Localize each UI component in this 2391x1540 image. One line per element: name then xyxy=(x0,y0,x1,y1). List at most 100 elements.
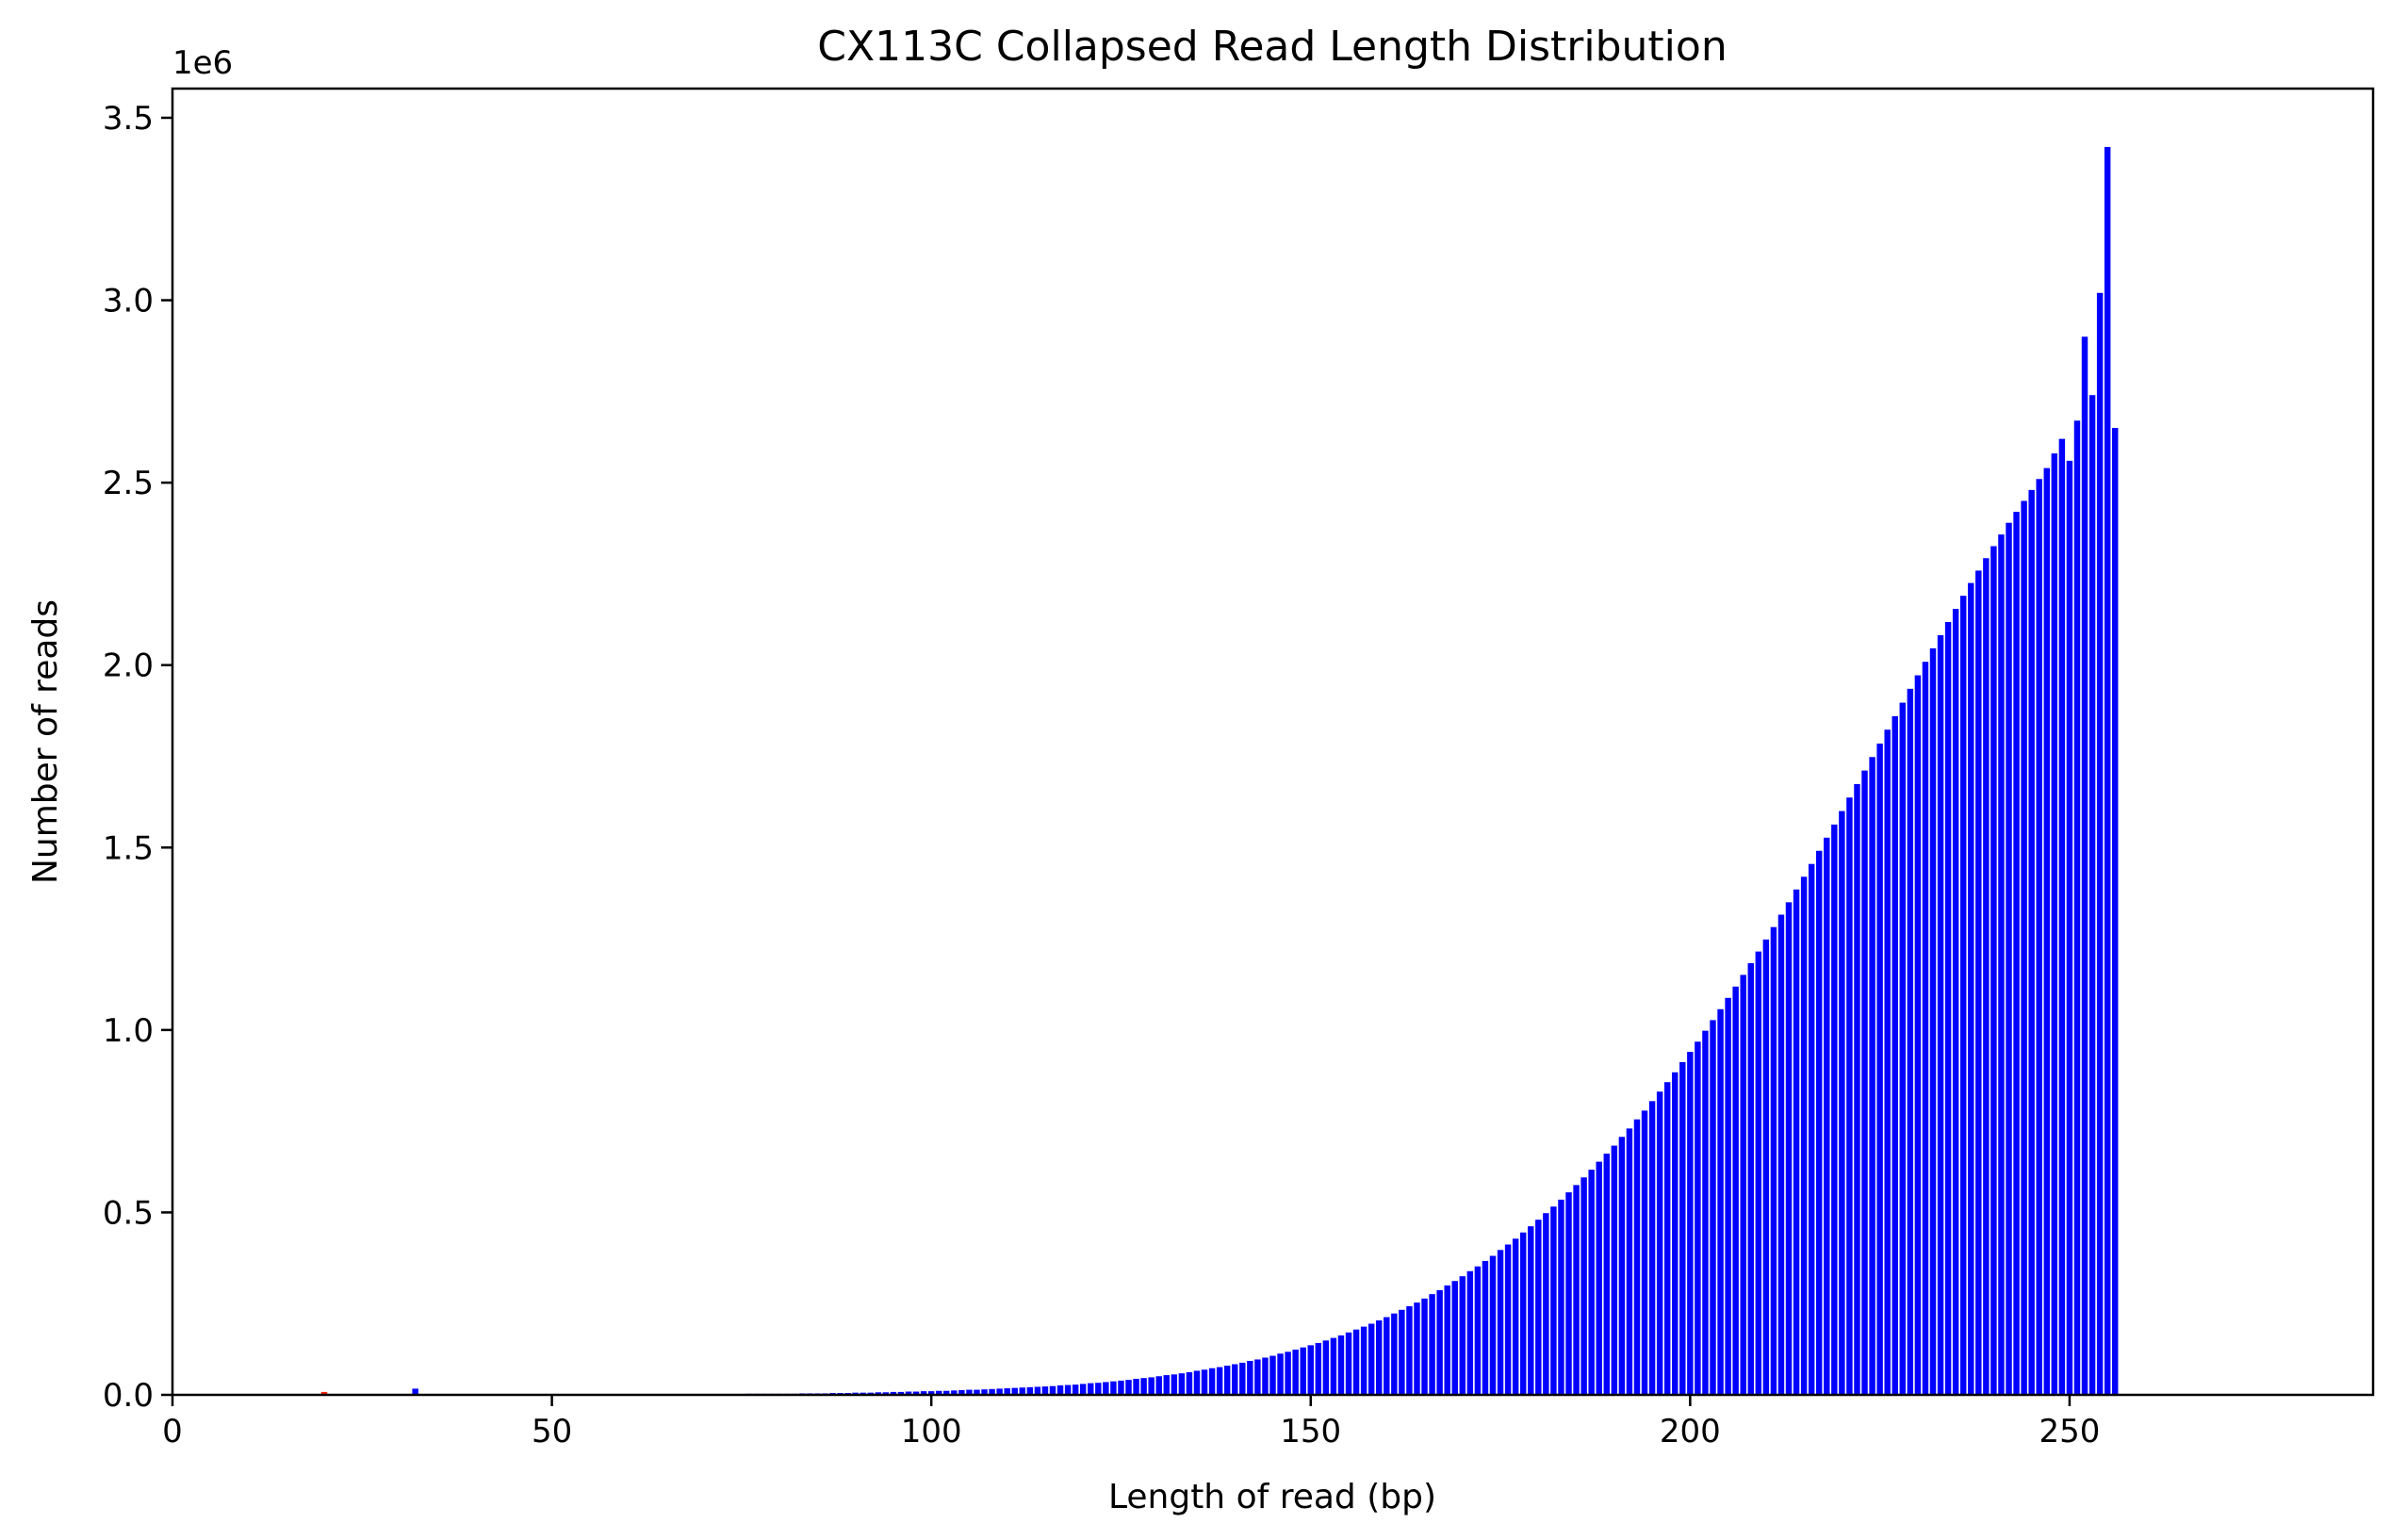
plot-frame xyxy=(171,87,2375,1397)
bar-217 xyxy=(1816,850,1823,1395)
bar-157 xyxy=(1360,1326,1367,1395)
bar-220 xyxy=(1839,811,1845,1395)
bar-210 xyxy=(1762,939,1770,1395)
bar-114 xyxy=(1034,1386,1041,1395)
bar-216 xyxy=(1808,863,1815,1395)
y-tick-label: 1.5 xyxy=(103,829,154,867)
bar-150 xyxy=(1307,1345,1314,1395)
bar-165 xyxy=(1421,1298,1428,1395)
bar-130 xyxy=(1155,1376,1162,1395)
bar-191 xyxy=(1618,1137,1626,1395)
bar-112 xyxy=(1019,1387,1026,1395)
x-tick-label: 200 xyxy=(1660,1413,1721,1450)
x-tick-label: 100 xyxy=(901,1413,962,1450)
bar-137 xyxy=(1208,1368,1216,1395)
x-axis: 0 50 100 150 200 250 xyxy=(162,1395,2100,1450)
bar-224 xyxy=(1869,757,1875,1395)
bar-120 xyxy=(1079,1384,1087,1395)
bar-134 xyxy=(1186,1372,1193,1395)
bar-167 xyxy=(1436,1289,1443,1395)
bar-254 xyxy=(2096,292,2104,1395)
bar-140 xyxy=(1232,1364,1238,1395)
bar-173 xyxy=(1482,1260,1489,1395)
bar-32 xyxy=(412,1388,418,1395)
bar-232 xyxy=(1929,647,1937,1395)
bar-227 xyxy=(1892,715,1898,1395)
bar-104 xyxy=(958,1389,965,1395)
bar-115 xyxy=(1041,1386,1049,1395)
bar-149 xyxy=(1300,1347,1306,1395)
bar-236 xyxy=(1959,596,1967,1395)
bar-93 xyxy=(875,1392,882,1395)
bar-127 xyxy=(1133,1378,1139,1395)
bar-106 xyxy=(974,1389,980,1395)
bar-186 xyxy=(1580,1177,1587,1395)
bar-169 xyxy=(1451,1281,1458,1395)
y-tick-label: 2.5 xyxy=(103,465,154,502)
bar-242 xyxy=(2006,522,2012,1395)
bar-182 xyxy=(1550,1206,1557,1395)
bar-110 xyxy=(1004,1388,1010,1395)
bar-203 xyxy=(1710,1020,1716,1395)
y-offset-label: 1e6 xyxy=(172,44,233,82)
bar-226 xyxy=(1884,729,1891,1395)
bar-170 xyxy=(1459,1276,1466,1395)
bar-highlight-20 xyxy=(320,1391,328,1395)
bar-181 xyxy=(1543,1213,1549,1395)
bar-177 xyxy=(1512,1238,1519,1395)
bar-101 xyxy=(936,1390,942,1395)
bar-103 xyxy=(951,1390,958,1395)
bar-138 xyxy=(1216,1367,1223,1395)
bar-94 xyxy=(882,1392,890,1395)
bar-174 xyxy=(1489,1255,1497,1395)
y-axis-label: Number of reads xyxy=(26,599,65,884)
bar-180 xyxy=(1535,1220,1542,1395)
y-tick-label: 0.0 xyxy=(103,1377,154,1415)
bar-205 xyxy=(1725,997,1731,1395)
y-tick-label: 1.0 xyxy=(103,1012,154,1050)
bar-160 xyxy=(1384,1317,1390,1395)
bar-162 xyxy=(1399,1309,1405,1395)
bar-202 xyxy=(1702,1030,1709,1395)
y-tick-label: 2.0 xyxy=(103,647,154,685)
bar-247 xyxy=(2043,467,2050,1395)
bar-241 xyxy=(1998,534,2005,1395)
y-tick-label: 3.0 xyxy=(103,283,154,320)
bar-256 xyxy=(2112,428,2119,1395)
bar-198 xyxy=(1672,1072,1679,1395)
bar-234 xyxy=(1944,622,1952,1395)
bar-194 xyxy=(1641,1110,1648,1395)
bar-95 xyxy=(890,1391,897,1395)
bar-129 xyxy=(1148,1377,1155,1395)
bar-245 xyxy=(2028,489,2035,1395)
bar-184 xyxy=(1565,1192,1572,1395)
bar-155 xyxy=(1345,1332,1352,1395)
bar-233 xyxy=(1937,634,1944,1395)
bar-133 xyxy=(1178,1373,1186,1395)
bar-152 xyxy=(1322,1340,1330,1395)
bar-223 xyxy=(1861,770,1868,1395)
bar-166 xyxy=(1429,1294,1435,1395)
bar-145 xyxy=(1269,1355,1276,1395)
bar-193 xyxy=(1633,1119,1641,1395)
bar-183 xyxy=(1558,1199,1564,1395)
bar-192 xyxy=(1626,1128,1633,1395)
bar-201 xyxy=(1695,1041,1701,1395)
bar-128 xyxy=(1140,1378,1147,1395)
bar-148 xyxy=(1292,1349,1299,1395)
bar-151 xyxy=(1315,1343,1322,1395)
bar-175 xyxy=(1497,1250,1504,1395)
bar-159 xyxy=(1376,1320,1383,1395)
x-axis-label: Length of read (bp) xyxy=(1108,1478,1436,1516)
bar-213 xyxy=(1785,902,1793,1395)
bar-131 xyxy=(1163,1375,1170,1395)
bar-218 xyxy=(1824,837,1830,1395)
bar-176 xyxy=(1504,1244,1512,1395)
bar-228 xyxy=(1899,702,1907,1395)
bar-230 xyxy=(1914,675,1922,1395)
bar-100 xyxy=(927,1391,935,1395)
bar-154 xyxy=(1337,1335,1345,1395)
bar-246 xyxy=(2036,479,2042,1395)
bar-209 xyxy=(1755,951,1762,1395)
